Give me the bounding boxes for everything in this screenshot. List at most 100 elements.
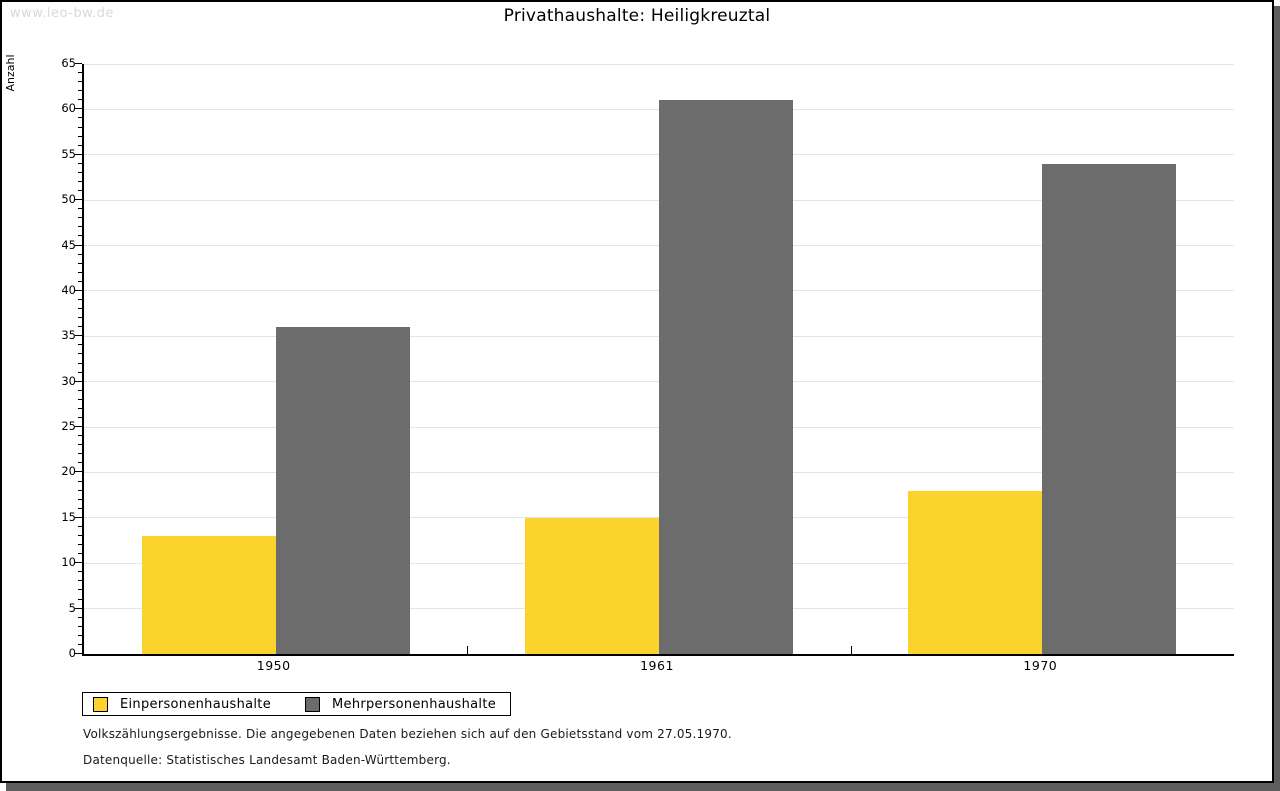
y-minor-tick [78, 181, 82, 182]
y-minor-tick [78, 625, 82, 627]
y-axis-label: Anzahl [4, 54, 17, 92]
y-major-tick [75, 380, 82, 382]
y-minor-tick [78, 507, 82, 509]
y-tick-label-5: 5 [68, 600, 76, 615]
y-major-tick [75, 63, 82, 64]
watermark-leo-bw: www.leo-bw.de [10, 6, 114, 21]
y-minor-tick [78, 217, 82, 219]
y-minor-tick [78, 299, 82, 300]
y-major-tick [75, 653, 82, 654]
gridline-y-65 [84, 63, 1234, 65]
y-minor-tick [78, 398, 82, 400]
y-minor-tick [78, 72, 82, 74]
y-tick-label-25: 25 [61, 419, 76, 434]
y-minor-tick [78, 235, 82, 237]
y-tick-label-10: 10 [61, 555, 76, 570]
x-tick-label-1970: 1970 [1023, 658, 1058, 673]
y-major-tick [75, 471, 82, 473]
y-minor-tick [78, 389, 82, 391]
y-minor-tick [78, 262, 82, 264]
y-minor-tick [78, 117, 82, 119]
bar-mehrpersonenhaushalte-1970 [1042, 163, 1177, 654]
legend: Einpersonenhaushalte Mehrpersonenhaushal… [82, 692, 512, 716]
y-minor-tick [78, 580, 82, 582]
y-major-tick [75, 562, 82, 564]
y-minor-tick [78, 190, 82, 192]
y-tick-label-20: 20 [61, 464, 76, 479]
y-minor-tick [78, 162, 82, 164]
y-minor-tick [78, 453, 82, 455]
y-minor-tick [78, 253, 82, 255]
y-major-tick [75, 108, 82, 110]
y-minor-tick [78, 126, 82, 128]
y-tick-label-55: 55 [61, 146, 76, 161]
bar-mehrpersonenhaushalte-1950 [275, 327, 410, 654]
y-minor-tick [78, 634, 82, 636]
y-minor-tick [78, 498, 82, 500]
y-minor-tick [78, 90, 82, 92]
y-minor-tick [78, 525, 82, 527]
plot-area: 0 5 10 15 20 25 30 35 40 45 50 55 60 65 [61, 56, 1234, 660]
y-minor-tick [78, 308, 82, 310]
legend-swatch-gray [305, 696, 320, 712]
footnote-source-note: Volkszählungsergebnisse. Die angegebenen… [83, 727, 732, 741]
y-minor-tick [78, 344, 82, 346]
y-minor-tick [78, 271, 82, 273]
y-tick-label-15: 15 [61, 509, 76, 524]
legend-item-mehrpersonenhaushalte: Mehrpersonenhaushalte [305, 696, 497, 712]
y-minor-tick [78, 226, 82, 228]
y-minor-tick [78, 417, 82, 418]
x-boundary-tick [850, 646, 852, 654]
bar-einpersonenhaushalte-1961 [525, 517, 659, 654]
y-minor-tick [78, 535, 82, 536]
y-tick-label-45: 45 [61, 237, 76, 252]
y-tick-label-50: 50 [61, 192, 76, 207]
y-major-tick [75, 199, 82, 201]
y-minor-tick [78, 81, 82, 83]
y-minor-tick [78, 435, 82, 437]
y-minor-tick [78, 371, 82, 373]
y-minor-tick [78, 317, 82, 319]
y-major-tick [75, 426, 82, 428]
y-minor-tick [78, 571, 82, 573]
y-tick-label-40: 40 [61, 282, 76, 297]
y-minor-tick [78, 643, 82, 645]
y-minor-tick [78, 598, 82, 600]
y-minor-tick [78, 208, 82, 210]
y-major-tick [75, 289, 82, 291]
y-minor-tick [78, 280, 82, 282]
legend-label: Einpersonenhaushalte [120, 696, 271, 712]
y-minor-tick [78, 589, 82, 591]
y-major-tick [75, 244, 82, 246]
y-minor-tick [78, 99, 82, 101]
x-tick-label-1961: 1961 [640, 658, 674, 673]
y-minor-tick [78, 616, 82, 618]
legend-swatch-yellow [93, 696, 108, 712]
chart-title: Privathaushalte: Heiligkreuztal [503, 6, 771, 26]
x-tick-label-1950: 1950 [256, 658, 291, 673]
y-tick-label-60: 60 [61, 101, 76, 116]
y-major-tick [75, 153, 82, 155]
y-minor-tick [78, 553, 82, 555]
y-minor-tick [78, 362, 82, 364]
bar-einpersonenhaushalte-1970 [908, 490, 1043, 654]
y-minor-tick [78, 444, 82, 446]
bar-mehrpersonenhaushalte-1961 [659, 100, 793, 654]
x-boundary-tick [467, 646, 469, 654]
y-minor-tick [78, 353, 82, 355]
bar-einpersonenhaushalte-1950 [141, 536, 276, 654]
y-tick-label-30: 30 [61, 373, 76, 388]
y-minor-tick [78, 489, 82, 491]
y-tick-label-65: 65 [61, 56, 76, 70]
legend-label: Mehrpersonenhaushalte [332, 696, 497, 712]
footnote-data-source: Datenquelle: Statistisches Landesamt Bad… [83, 753, 451, 767]
y-minor-tick [78, 462, 82, 464]
y-minor-tick [78, 326, 82, 328]
y-minor-tick [78, 544, 82, 546]
y-minor-tick [78, 144, 82, 146]
y-minor-tick [78, 171, 82, 173]
y-minor-tick [78, 135, 82, 137]
legend-item-einpersonenhaushalte: Einpersonenhaushalte [93, 696, 271, 712]
